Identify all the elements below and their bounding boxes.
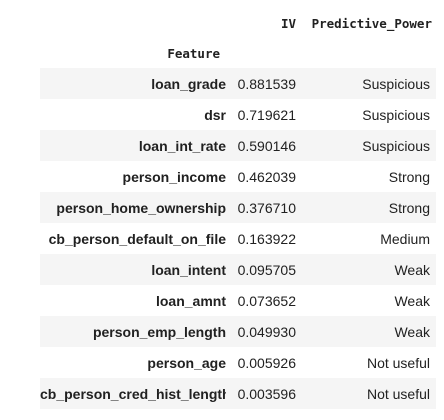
table-row: dsr 0.719621 Suspicious (40, 99, 436, 130)
row-feature-name: loan_int_rate (138, 137, 226, 154)
row-feature-name: loan_amnt (155, 292, 226, 309)
row-iv-value: 0.590146 (237, 137, 296, 154)
row-predictive-power: Suspicious (362, 137, 430, 154)
row-predictive-power: Weak (394, 261, 430, 278)
row-iv-value: 0.376710 (237, 199, 296, 216)
row-predictive-power: Suspicious (362, 75, 430, 92)
table-row: cb_person_cred_hist_length 0.003596 Not us… (40, 378, 436, 409)
row-feature-name: person_emp_length (92, 323, 226, 340)
row-feature-name: loan_grade (151, 75, 226, 92)
row-iv-value: 0.881539 (237, 75, 296, 92)
index-header-blank (40, 8, 226, 38)
table-row: person_age 0.005926 Not useful (40, 347, 436, 378)
row-feature-name: loan_intent (151, 261, 226, 278)
row-iv-value: 0.163922 (237, 230, 296, 247)
table-row: loan_amnt 0.073652 Weak (40, 285, 436, 316)
row-predictive-power: Not useful (366, 354, 430, 371)
row-iv-value: 0.005926 (237, 354, 296, 371)
table-row: loan_intent 0.095705 Weak (40, 254, 436, 285)
dataframe-output: IV Predictive_Power Feature loan_grade 0.… (40, 8, 436, 409)
row-predictive-power: Not useful (366, 385, 430, 402)
index-name-row: Feature (40, 38, 436, 68)
row-iv-value: 0.462039 (237, 168, 296, 185)
row-feature-name: person_age (147, 354, 226, 371)
row-predictive-power: Medium (380, 230, 430, 247)
table-row: loan_grade 0.881539 Suspicious (40, 68, 436, 99)
column-header-predictive-power: Predictive_Power (311, 15, 432, 31)
index-name-feature: Feature (167, 45, 220, 61)
row-predictive-power: Weak (394, 323, 430, 340)
row-iv-value: 0.095705 (237, 261, 296, 278)
row-feature-name: dsr (204, 106, 226, 123)
row-predictive-power: Weak (394, 292, 430, 309)
column-header-row: IV Predictive_Power (40, 8, 436, 38)
row-feature-name: person_home_ownership (56, 199, 226, 216)
table-row: loan_int_rate 0.590146 Suspicious (40, 130, 436, 161)
column-header-iv: IV (280, 15, 296, 31)
row-iv-value: 0.003596 (237, 385, 296, 402)
row-predictive-power: Strong (388, 199, 430, 216)
feature-iv-table: IV Predictive_Power Feature loan_grade 0.… (40, 8, 436, 409)
row-iv-value: 0.719621 (237, 106, 296, 123)
row-iv-value: 0.073652 (237, 292, 296, 309)
row-feature-name: cb_person_cred_hist_length (40, 385, 226, 402)
table-body: loan_grade 0.881539 Suspicious dsr 0.719621 S… (40, 68, 436, 409)
index-name-spacer (300, 38, 436, 68)
row-predictive-power: Strong (388, 168, 430, 185)
row-feature-name: person_income (122, 168, 226, 185)
row-predictive-power: Suspicious (362, 106, 430, 123)
row-feature-name: cb_person_default_on_file (48, 230, 226, 247)
table-row: cb_person_default_on_file 0.163922 Medium (40, 223, 436, 254)
table-row: person_home_ownership 0.376710 Strong (40, 192, 436, 223)
index-name-spacer (226, 38, 300, 68)
table-row: person_emp_length 0.049930 Weak (40, 316, 436, 347)
table-row: person_income 0.462039 Strong (40, 161, 436, 192)
row-iv-value: 0.049930 (237, 323, 296, 340)
